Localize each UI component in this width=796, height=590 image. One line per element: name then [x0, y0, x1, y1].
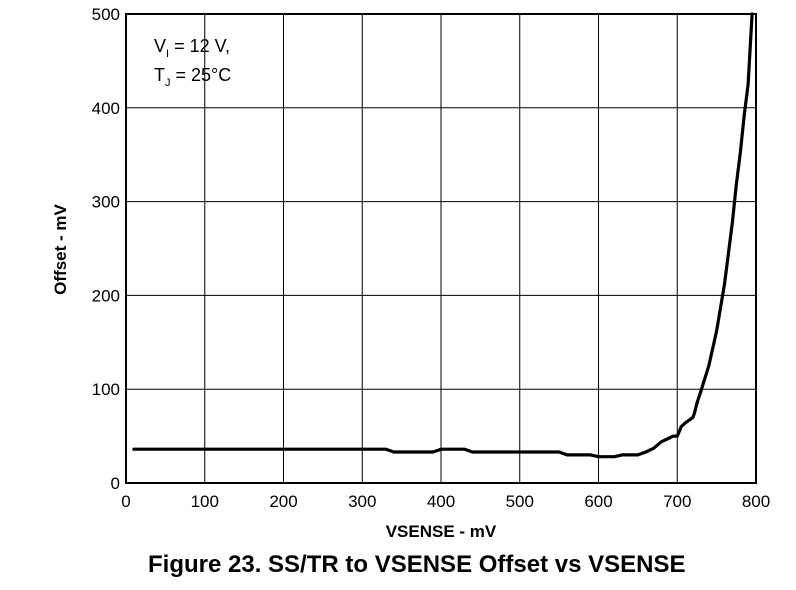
- data-point: [360, 447, 364, 451]
- data-point: [589, 453, 593, 457]
- x-axis-ticks: 0 100 200 300 400 500 600 700 800: [121, 492, 770, 511]
- x-tick-label: 400: [427, 492, 455, 511]
- data-point: [695, 401, 699, 405]
- grid: [126, 14, 756, 483]
- x-tick-label: 100: [191, 492, 219, 511]
- data-point: [282, 447, 285, 451]
- x-tick-label: 600: [584, 492, 612, 511]
- data-point: [597, 455, 600, 459]
- data-point: [679, 425, 683, 429]
- data-point: [675, 434, 679, 438]
- chart: 0 100 200 300 400 500 600 700 800 0 100 200 300 400 5…: [51, 5, 770, 541]
- data-point: [699, 389, 703, 393]
- data-point: [620, 453, 624, 457]
- tj-value: = 25°C: [171, 65, 232, 85]
- data-point: [203, 447, 207, 451]
- data-point: [750, 12, 754, 16]
- data-point: [431, 450, 435, 454]
- data-point: [384, 447, 388, 451]
- vi-symbol: V: [154, 36, 166, 56]
- vi-subscript: I: [166, 48, 169, 60]
- data-point: [671, 434, 675, 438]
- data-points: [132, 12, 754, 459]
- data-point: [660, 440, 663, 444]
- y-tick-label: 200: [92, 286, 120, 305]
- y-tick-label: 0: [111, 474, 120, 493]
- y-axis-title: Offset - mV: [51, 204, 70, 295]
- condition-annotation-tj: TJ = 25°C: [154, 65, 231, 89]
- x-tick-label: 700: [663, 492, 691, 511]
- data-point: [742, 113, 746, 117]
- x-tick-label: 200: [269, 492, 297, 511]
- y-tick-label: 400: [92, 99, 120, 118]
- data-point: [667, 436, 671, 440]
- x-tick-label: 0: [121, 492, 130, 511]
- data-point: [518, 450, 522, 454]
- data-point: [687, 418, 691, 422]
- data-point: [132, 447, 136, 451]
- data-point: [707, 364, 711, 368]
- data-point: [557, 450, 561, 454]
- data-point: [746, 82, 750, 86]
- y-tick-label: 100: [92, 380, 120, 399]
- data-point: [723, 282, 726, 286]
- y-tick-label: 300: [92, 193, 120, 212]
- x-tick-label: 500: [506, 492, 534, 511]
- data-point: [738, 151, 742, 155]
- vi-value: = 12 V,: [169, 36, 230, 56]
- x-tick-label: 300: [348, 492, 376, 511]
- data-point: [749, 40, 752, 44]
- figure-caption: Figure 23. SS/TR to VSENSE Offset vs VSE…: [148, 551, 686, 578]
- x-axis-title: VSENSE - mV: [386, 522, 497, 541]
- data-point: [730, 220, 734, 224]
- data-point: [612, 455, 616, 459]
- data-point: [734, 183, 738, 187]
- condition-annotation-vi: VI = 12 V,: [154, 36, 230, 60]
- data-point: [715, 329, 719, 333]
- data-point: [683, 421, 687, 425]
- data-point: [439, 447, 443, 451]
- data-point: [565, 453, 569, 457]
- y-axis-ticks: 0 100 200 300 400 500: [92, 5, 120, 493]
- plot-area-border: [125, 13, 757, 484]
- data-point: [693, 411, 696, 415]
- y-tick-label: 500: [92, 5, 120, 24]
- data-point: [392, 450, 396, 454]
- data-point: [644, 450, 648, 454]
- tj-symbol: T: [154, 65, 165, 85]
- data-point: [691, 415, 695, 419]
- data-point: [652, 446, 656, 450]
- data-point: [471, 450, 474, 454]
- data-point: [463, 447, 467, 451]
- tj-subscript: J: [165, 77, 171, 89]
- x-tick-label: 800: [742, 492, 770, 511]
- data-point: [636, 453, 640, 457]
